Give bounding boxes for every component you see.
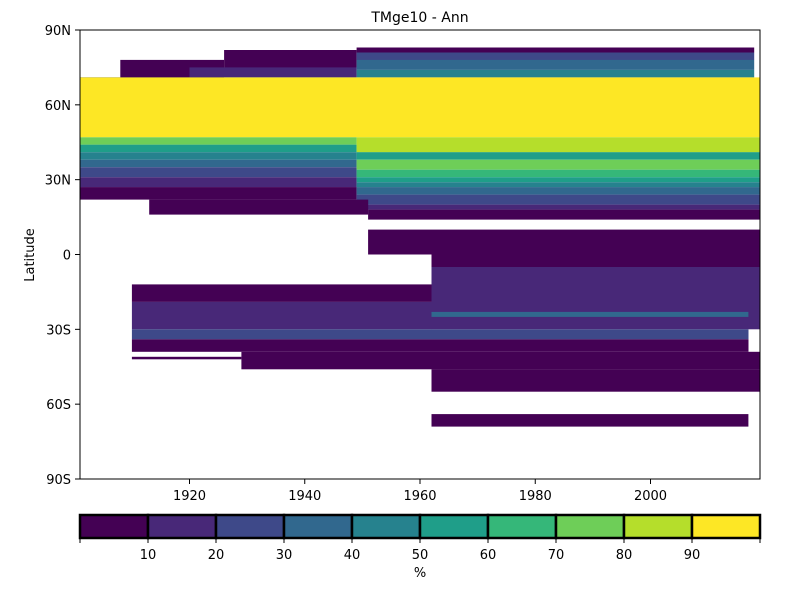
heatmap-region: [356, 152, 760, 160]
colorbar-swatch: [622, 513, 694, 540]
heatmap-region: [356, 177, 760, 183]
heatmap-region: [356, 204, 760, 210]
colorbar-swatch: [78, 513, 150, 540]
x-tick-label: 1960: [403, 489, 436, 504]
heatmap-region: [356, 187, 760, 195]
heatmap-region: [80, 187, 357, 200]
y-tick-label: 30N: [45, 174, 71, 189]
heatmap-region: [80, 177, 357, 188]
y-tick-label: 60N: [45, 99, 71, 114]
x-tick-label: 1920: [173, 489, 206, 504]
heatmap-region: [356, 194, 760, 205]
colorbar-tick-label: 50: [412, 548, 429, 563]
heatmap-region: [80, 159, 357, 168]
x-tick-label: 1980: [519, 489, 552, 504]
heatmap-region: [431, 284, 760, 330]
chart-title: TMge10 - Ann: [370, 10, 468, 26]
colorbar: 10 20 30 40 50 60 70 80 90: [78, 513, 762, 563]
y-tick-label: 60S: [46, 398, 71, 413]
heatmap-region: [431, 267, 760, 285]
heatmap-region: [131, 329, 749, 340]
colorbar-tick-label: 90: [684, 548, 701, 563]
heatmap-region: [80, 137, 357, 145]
heatmap-region: [131, 356, 242, 360]
heatmap-cells: [80, 47, 760, 427]
heatmap-region: [431, 254, 760, 267]
colorbar-swatch: [418, 513, 490, 540]
colorbar-swatch: [214, 513, 286, 540]
heatmap-region: [356, 69, 755, 78]
heatmap-region: [131, 284, 432, 302]
heatmap-region: [356, 182, 760, 188]
heatmap-region: [80, 77, 760, 138]
heatmap-region: [356, 137, 760, 153]
heatmap-region: [356, 52, 755, 60]
colorbar-swatch: [690, 513, 762, 540]
y-axis-ticks: 90N 60N 30N 0 30S 60S 90S: [45, 24, 80, 488]
heatmap-region: [149, 199, 369, 215]
x-tick-label: 2000: [634, 489, 667, 504]
colorbar-tick-label: 60: [480, 548, 497, 563]
colorbar-label: %: [414, 566, 426, 581]
colorbar-swatch: [282, 513, 354, 540]
colorbar-tick-label: 10: [140, 548, 157, 563]
colorbar-tick-label: 40: [344, 548, 361, 563]
heatmap-region: [356, 169, 760, 178]
heatmap-region: [356, 47, 755, 53]
heatmap-region: [368, 229, 760, 255]
x-tick-label: 1940: [288, 489, 321, 504]
y-tick-label: 0: [63, 249, 71, 264]
heatmap-region: [131, 301, 432, 330]
y-axis-label: Latitude: [23, 228, 38, 282]
heatmap-region: [224, 50, 357, 68]
colorbar-tick-label: 30: [276, 548, 293, 563]
heatmap-region: [241, 351, 760, 370]
colorbar-tick-label: 70: [548, 548, 565, 563]
heatmap-region: [368, 209, 760, 220]
y-tick-label: 30S: [46, 323, 71, 338]
colorbar-swatch: [486, 513, 558, 540]
colorbar-swatch: [350, 513, 422, 540]
y-tick-label: 90N: [45, 24, 71, 39]
colorbar-swatch: [554, 513, 626, 540]
colorbar-tick-label: 80: [616, 548, 633, 563]
heatmap-region: [431, 369, 760, 392]
heatmap-region: [189, 67, 357, 78]
heatmap-region: [80, 167, 357, 178]
heatmap-region: [431, 311, 749, 317]
colorbar-swatch: [146, 513, 218, 540]
heatmap-region: [131, 339, 749, 352]
y-tick-label: 90S: [46, 473, 71, 488]
heatmap-region: [356, 59, 755, 70]
heatmap-region: [80, 144, 357, 153]
heatmap-region: [80, 152, 357, 160]
heatmap-region: [356, 159, 760, 170]
heatmap-region: [431, 414, 749, 427]
x-axis-ticks: 1920 1940 1960 1980 2000: [173, 479, 667, 504]
colorbar-tick-label: 20: [208, 548, 225, 563]
